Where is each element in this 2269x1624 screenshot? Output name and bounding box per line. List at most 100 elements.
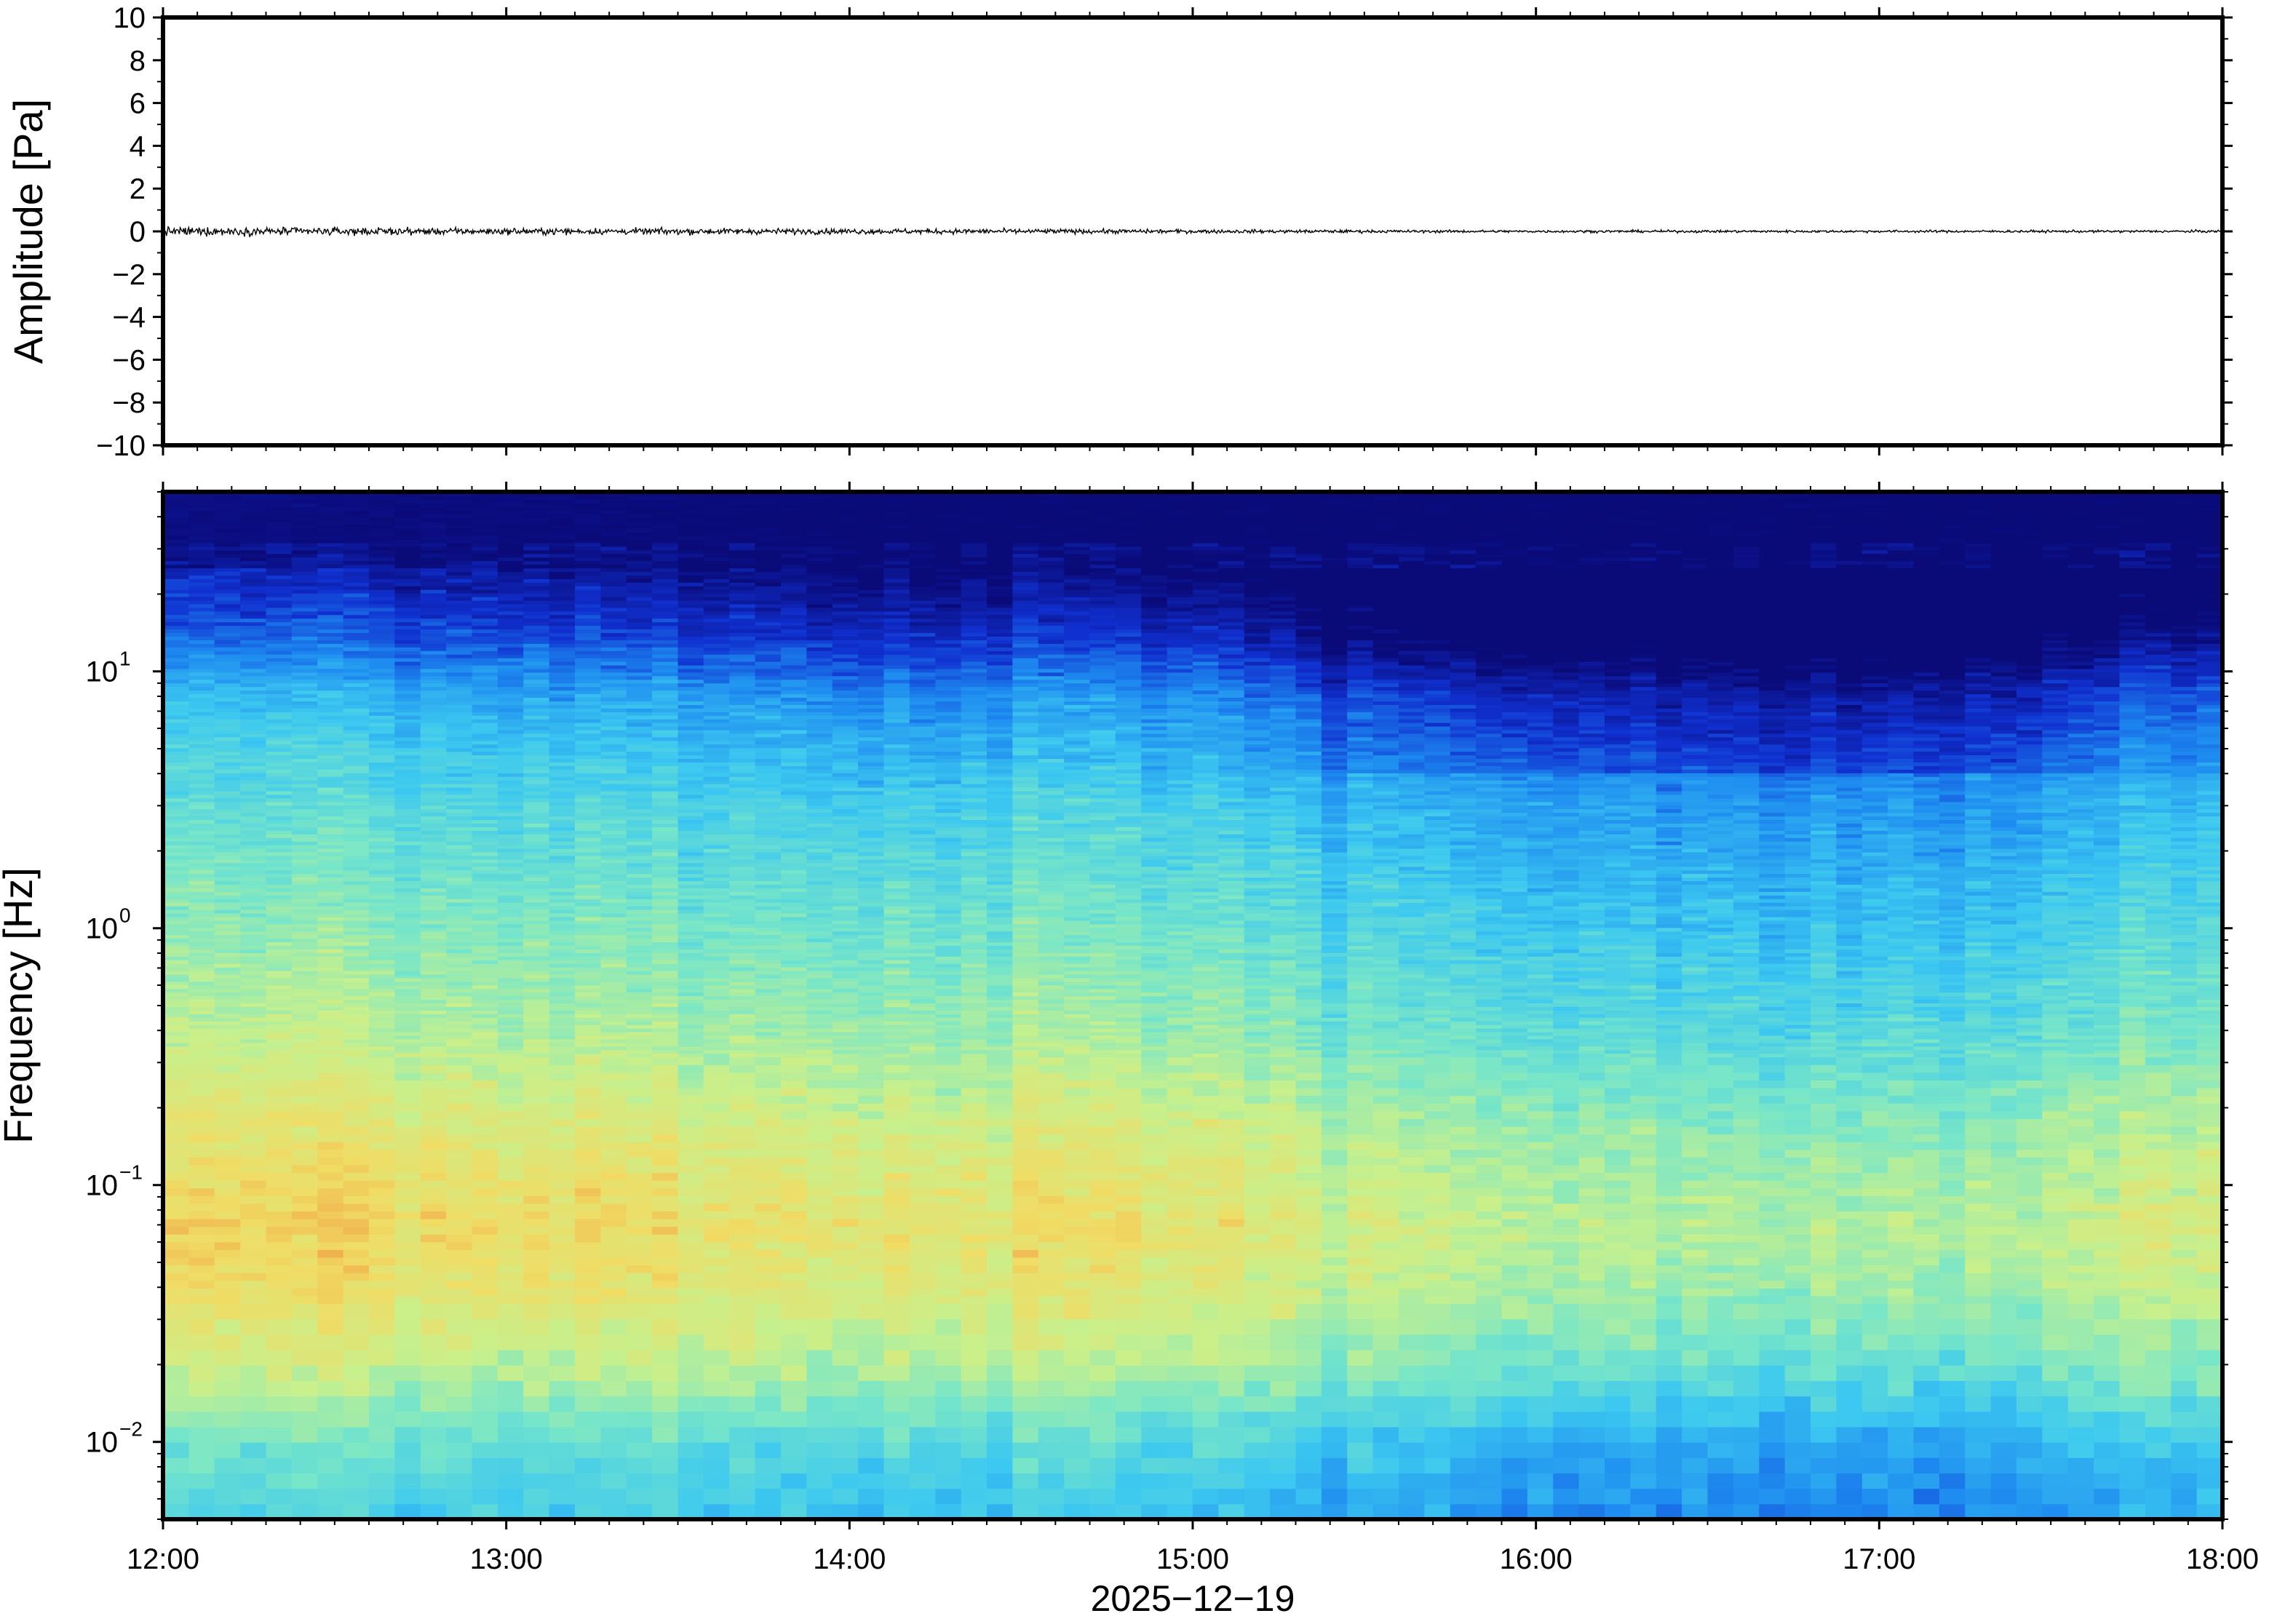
spectrogram-cell (163, 1021, 189, 1025)
spectrogram-cell (394, 593, 421, 597)
spectrogram-cell (703, 618, 730, 623)
spectrogram-cell (729, 1303, 756, 1320)
spectrogram-cell (575, 999, 601, 1004)
spectrogram-cell (394, 1035, 421, 1040)
spectrogram-cell (729, 848, 756, 853)
spectrogram-cell (394, 571, 421, 576)
spectrogram-cell (497, 1006, 524, 1011)
spectrogram-cell (446, 747, 473, 752)
spectrogram-cell (549, 744, 576, 749)
spectrogram-cell (472, 970, 498, 975)
spectrogram-cell (600, 751, 627, 756)
spectrogram-cell (446, 549, 473, 554)
spectrogram-cell (600, 668, 627, 673)
spectrogram-cell (343, 1017, 370, 1022)
spectrogram-cell (163, 773, 189, 777)
spectrogram-cell (575, 503, 601, 508)
spectrogram-cell (369, 823, 395, 827)
spectrogram-cell (652, 1072, 679, 1080)
spectrogram-cell (420, 514, 447, 518)
spectrogram-cell (266, 1180, 293, 1189)
spectrogram-cell (600, 1503, 627, 1520)
spectrogram-cell (575, 701, 601, 705)
spectrogram-cell (266, 952, 293, 957)
spectrogram-cell (317, 1010, 344, 1014)
spectrogram-cell (677, 845, 704, 849)
spectrogram-cell (626, 603, 653, 608)
spectrogram-cell (549, 514, 576, 518)
spectrogram-cell (420, 1014, 447, 1018)
spectrogram-cell (214, 873, 241, 878)
spectrogram-cell (652, 557, 679, 562)
spectrogram-cell (755, 912, 782, 918)
spectrogram-cell (523, 661, 550, 666)
spectrogram-cell (600, 1157, 627, 1166)
spectrogram-cell (575, 1172, 601, 1181)
spectrogram-cell (266, 762, 293, 766)
spectrogram-cell (600, 661, 627, 666)
spectrogram-cell (626, 610, 653, 616)
spectrogram-cell (755, 1187, 782, 1196)
spectrogram-cell (703, 862, 730, 867)
spectrogram-cell (600, 1149, 627, 1158)
spectrogram-cell (240, 877, 267, 882)
spectrogram-cell (523, 1234, 550, 1243)
spectrogram-cell (188, 725, 215, 731)
spectrogram-cell (446, 1365, 473, 1381)
spectrogram-cell (394, 712, 421, 716)
spectrogram-cell (214, 492, 241, 497)
spectrogram-cell (523, 636, 550, 640)
spectrogram-cell (420, 1118, 447, 1127)
spectrogram-cell (600, 880, 627, 885)
spectrogram-cell (214, 823, 241, 827)
spectrogram-cell (343, 1226, 370, 1235)
spectrogram-cell (163, 1149, 189, 1158)
spectrogram-cell (755, 1203, 782, 1211)
spectrogram-cell (394, 521, 421, 525)
spectrogram-cell (446, 503, 473, 508)
spectrogram-cell (575, 1226, 601, 1235)
spectrogram-cell (446, 568, 473, 573)
spectrogram-cell (420, 1426, 447, 1443)
spectrogram-cell (677, 880, 704, 885)
spectrogram-cell (214, 916, 241, 921)
spectrogram-cell (394, 1218, 421, 1227)
spectrogram-cell (626, 1042, 653, 1047)
spectrogram-cell (369, 1046, 395, 1051)
spectrogram-cell (291, 733, 318, 738)
spectrogram-cell (575, 1110, 601, 1119)
spectrogram-cell (188, 923, 215, 928)
spectrogram-cell (240, 701, 267, 705)
spectrogram-cell (343, 1295, 370, 1305)
spectrogram-cell (369, 834, 395, 838)
spectrogram-cell (317, 719, 344, 723)
spectrogram-cell (600, 560, 627, 565)
spectrogram-cell (549, 801, 576, 806)
spectrogram-cell (214, 884, 241, 888)
spectrogram-cell (575, 769, 601, 773)
spectrogram-cell (369, 586, 395, 590)
spectrogram-cell (163, 1172, 189, 1181)
spectrogram-cell (703, 1056, 730, 1065)
spectrogram-cell (420, 974, 447, 979)
spectrogram-cell (703, 1365, 730, 1381)
spectrogram-cell (240, 1187, 267, 1196)
spectrogram-cell (291, 1273, 318, 1281)
spectrogram-cell (729, 755, 756, 760)
spectrogram-cell (420, 837, 447, 842)
spectrogram-cell (652, 837, 679, 842)
spectrogram-cell (677, 1080, 704, 1088)
spectrogram-cell (214, 1380, 241, 1397)
spectrogram-cell (549, 1103, 576, 1112)
spectrogram-cell (394, 675, 421, 680)
spectrogram-cell (163, 629, 189, 634)
spectrogram-cell (755, 880, 782, 885)
spectrogram-cell (575, 725, 601, 731)
spectrogram-cell (188, 679, 215, 684)
spectrogram-cell (729, 744, 756, 749)
spectrogram-cell (600, 704, 627, 709)
spectrogram-cell (369, 1064, 395, 1073)
spectrogram-cell (369, 794, 395, 799)
spectrogram-cell (343, 1203, 370, 1211)
spectrogram-cell (652, 729, 679, 734)
